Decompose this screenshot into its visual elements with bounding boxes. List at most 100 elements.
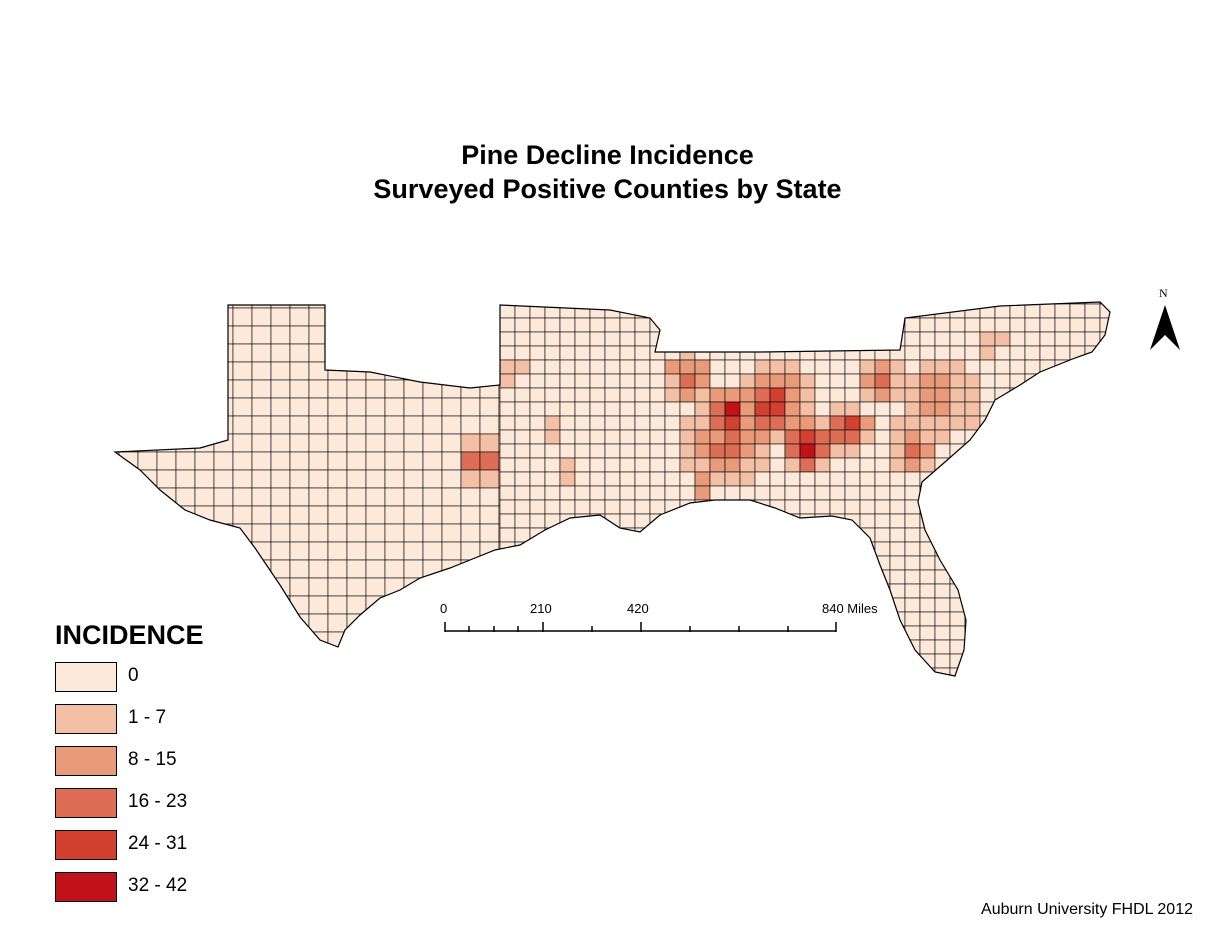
county-cell [194, 379, 215, 399]
county-cell [270, 541, 291, 561]
county-cell [649, 401, 666, 417]
county-cell [251, 505, 272, 525]
county-cell [1009, 513, 1026, 529]
county-cell [709, 499, 726, 515]
county-cell [529, 485, 546, 501]
county-cell [529, 387, 546, 403]
county-cell [814, 302, 831, 305]
legend-label: 0 [128, 665, 139, 686]
county-cell [1099, 653, 1110, 669]
county-cell [799, 597, 816, 613]
county-cell [1009, 471, 1026, 487]
county-cell [175, 667, 196, 676]
county-cell [949, 429, 966, 445]
county-cell [213, 649, 234, 669]
county-cell [964, 373, 981, 389]
county-cell [814, 555, 831, 571]
county-cell [634, 373, 651, 389]
county-cell [664, 429, 681, 445]
county-cell [649, 639, 666, 655]
county-cell [664, 359, 681, 375]
county-cell [859, 373, 876, 389]
county-cell [769, 555, 786, 571]
county-cell [514, 597, 531, 613]
county-cell [740, 682, 755, 696]
county-cell [994, 471, 1011, 487]
county-cell [694, 527, 711, 543]
county-cell [270, 631, 291, 651]
county-cell [327, 523, 348, 543]
county-cell [919, 555, 936, 571]
county-cell [769, 625, 786, 641]
county-cell [964, 471, 981, 487]
county-cell [634, 331, 651, 347]
county-cell [1069, 611, 1086, 627]
county-cell [544, 653, 561, 669]
county-cell [545, 682, 560, 696]
county-cell [889, 471, 906, 487]
county-cell [619, 303, 636, 319]
county-cell [1039, 611, 1056, 627]
county-cell [949, 527, 966, 543]
county-cell [346, 325, 367, 345]
county-cell [725, 682, 740, 696]
county-cell [422, 649, 443, 669]
county-cell [694, 401, 711, 417]
county-cell [498, 631, 519, 651]
county-cell [904, 611, 921, 627]
county-cell [232, 613, 253, 633]
county-cell [346, 523, 367, 543]
county-cell [829, 639, 846, 655]
county-cell [232, 487, 253, 507]
county-cell [874, 625, 891, 641]
county-cell [118, 523, 139, 543]
county-cell [934, 359, 951, 375]
county-cell [1084, 443, 1101, 459]
county-cell [514, 485, 531, 501]
county-cell [1009, 625, 1026, 641]
county-cell [365, 487, 386, 507]
county-cell [544, 331, 561, 347]
county-cell [995, 682, 1010, 696]
county-cell [115, 541, 120, 561]
county-cell [844, 457, 861, 473]
county-cell [814, 331, 831, 347]
county-cell [829, 527, 846, 543]
county-cell [709, 541, 726, 557]
county-cell [784, 373, 801, 389]
county-cell [1039, 583, 1056, 599]
county-cell [694, 583, 711, 599]
county-cell [874, 302, 891, 305]
county-cell [904, 541, 921, 557]
county-cell [1069, 302, 1086, 305]
county-cell [479, 631, 500, 651]
county-cell [327, 302, 348, 309]
county-cell [115, 361, 120, 381]
county-cell [784, 569, 801, 585]
county-cell [649, 345, 666, 361]
county-cell [232, 577, 253, 597]
county-cell [499, 686, 518, 704]
county-cell [589, 331, 606, 347]
county-cell [649, 527, 666, 543]
county-cell [1054, 583, 1071, 599]
county-cell [460, 397, 481, 417]
scale-label-840: 840 Miles [822, 601, 878, 616]
county-cell [739, 527, 756, 543]
county-cell [754, 331, 771, 347]
county-cell [859, 625, 876, 641]
county-cell [514, 302, 531, 305]
county-cell [844, 415, 861, 431]
county-cell [232, 631, 253, 651]
county-cell [994, 401, 1011, 417]
county-cell [814, 303, 831, 319]
county-cell [604, 597, 621, 613]
county-cell [156, 415, 177, 435]
county-cell [829, 317, 846, 333]
county-cell [194, 541, 215, 561]
county-cell [559, 597, 576, 613]
county-cell [365, 667, 386, 676]
county-cell [754, 625, 771, 641]
county-cell [137, 577, 158, 597]
county-cell [814, 541, 831, 557]
